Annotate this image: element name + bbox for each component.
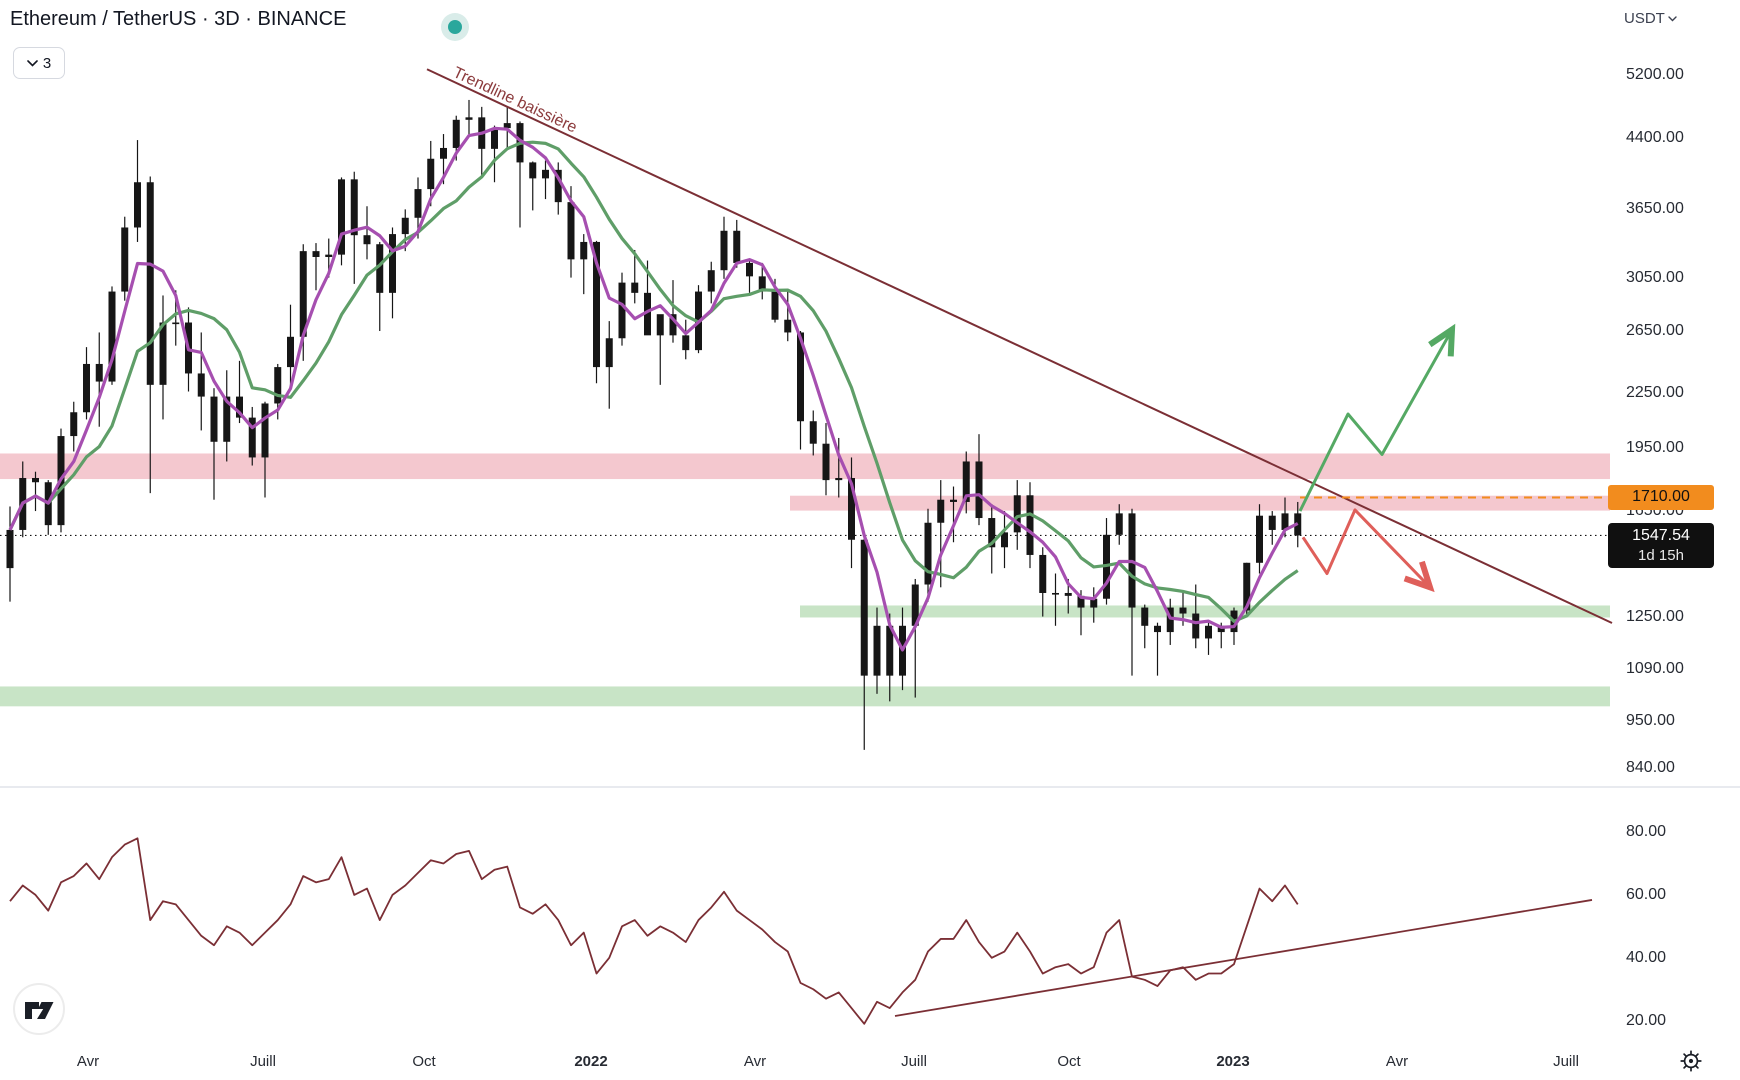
ma-slow-line: [8, 140, 1299, 623]
indicator-trendline[interactable]: [894, 899, 1593, 1017]
market-status-icon: [441, 13, 469, 41]
drawings-count-label: 3: [42, 54, 52, 72]
ma-fast-line: [8, 126, 1299, 652]
last-price-value: 1547.54: [1632, 527, 1690, 545]
time-tick-label: Avr: [743, 1053, 767, 1070]
chevron-down-icon: [1668, 15, 1677, 21]
price-tick-label: 1950.00: [1626, 438, 1684, 456]
price-tick-label: 2650.00: [1626, 322, 1684, 340]
candles-series: [6, 99, 1302, 750]
indicator-tick-label: 20.00: [1626, 1011, 1667, 1029]
price-tick-label: 840.00: [1626, 758, 1675, 776]
symbol-title[interactable]: Ethereum / TetherUS · 3D · BINANCE: [10, 8, 347, 30]
time-tick-label: Juill: [250, 1053, 276, 1070]
time-tick-label: Oct: [1057, 1053, 1081, 1070]
time-tick-label: 2023: [1216, 1053, 1250, 1070]
settings-gear-icon[interactable]: [1676, 1046, 1706, 1076]
bearish-trendline[interactable]: [426, 68, 1613, 624]
price-tick-label: 2250.00: [1626, 384, 1684, 402]
price-tick-label: 5200.00: [1626, 65, 1684, 83]
zone-resistance-major: [0, 453, 1610, 480]
indicator-tick-label: 60.00: [1626, 885, 1667, 903]
currency-label: USDT: [1624, 10, 1665, 27]
price-tick-label: 950.00: [1626, 711, 1675, 729]
price-tick-label: 4400.00: [1626, 129, 1684, 147]
bar-countdown: 1d 15h: [1638, 547, 1684, 565]
tradingview-logo[interactable]: [12, 982, 66, 1036]
bullish-scenario-arrow[interactable]: [1298, 323, 1456, 512]
drawings-collapse-button[interactable]: 3: [13, 47, 65, 79]
chevron-down-icon: [27, 59, 38, 67]
price-tick-label: 1250.00: [1626, 607, 1684, 625]
indicator-tick-label: 80.00: [1626, 823, 1667, 840]
time-tick-label: 2022: [574, 1053, 608, 1070]
time-tick-label: Avr: [1385, 1053, 1409, 1070]
price-tick-label: 1090.00: [1626, 659, 1684, 677]
alert-price-badge: 1710.00: [1608, 484, 1714, 510]
zone-support-minor: [800, 605, 1610, 618]
time-tick-label: Juill: [901, 1053, 927, 1070]
indicator-line: [9, 837, 1299, 1025]
currency-unit-button[interactable]: USDT: [1624, 10, 1677, 27]
trendline-label: Trendline baissière: [450, 64, 579, 136]
time-tick-label: Avr: [76, 1053, 100, 1070]
bearish-scenario-arrow[interactable]: [1301, 508, 1435, 593]
last-price-badge: 1547.54 1d 15h: [1608, 523, 1714, 569]
time-tick-label: Juill: [1553, 1053, 1579, 1070]
price-tick-label: 3650.00: [1626, 200, 1684, 218]
time-tick-label: Oct: [412, 1053, 436, 1070]
price-tick-label: 3050.00: [1626, 268, 1684, 286]
indicator-tick-label: 40.00: [1626, 948, 1667, 966]
zone-support-major: [0, 686, 1610, 707]
